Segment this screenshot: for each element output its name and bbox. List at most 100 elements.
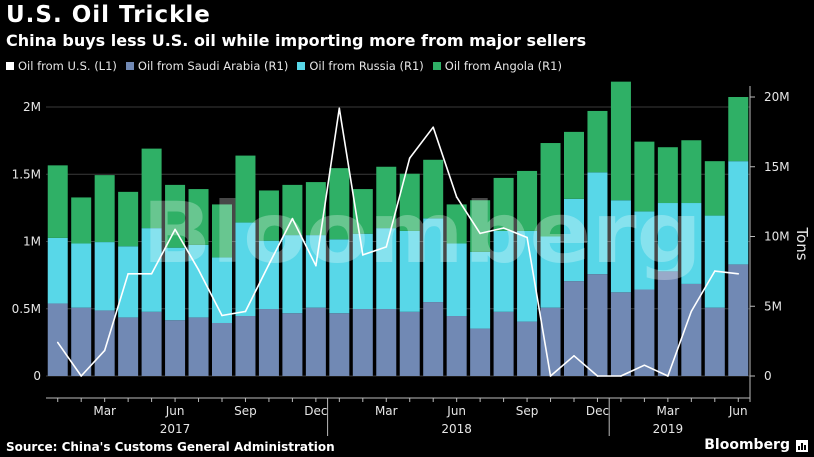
us-oil-point [408,157,411,159]
bar-segment-russia [564,198,584,282]
x-tick-label: Sep [516,404,539,418]
us-oil-point [620,375,622,377]
watermark-text: Bloomberg [142,184,702,282]
bar-segment-angola [188,189,209,245]
bar-segment-angola [47,165,68,238]
us-oil-point [432,126,435,128]
bar-segment-angola [681,140,702,204]
us-oil-point [268,263,270,266]
bar-segment-saudi-arabia [517,321,538,376]
us-oil-point [573,355,575,357]
bar-segment-angola [493,177,514,231]
legend-item-angola: Oil from Angola (R1) [432,59,562,73]
bar-segment-saudi-arabia [540,307,561,376]
bar-segment-angola [470,200,491,252]
y-left-tick-label: 0.5M [12,302,41,316]
bar-segment-angola [235,155,256,223]
us-oil-point [479,232,481,235]
us-oil-line-path [57,107,739,377]
us-oil-point [596,375,599,377]
bar-segment-russia [423,218,444,303]
bar-chart-icon [796,440,808,452]
legend-swatch-saudi-arabia [125,62,134,70]
x-year-label: 2017 [160,422,191,436]
bar-segment-saudi-arabia [610,292,631,376]
bar-segment-saudi-arabia [423,302,444,376]
stacked-bars [47,81,749,376]
x-tick-label: Jun [728,404,748,418]
bar-segment-russia [329,239,350,314]
bar-segment-saudi-arabia [446,316,467,376]
bar-segment-angola [94,175,115,243]
us-oil-point [362,254,364,256]
legend-swatch-angola [432,62,441,70]
bar-segment-saudi-arabia [258,309,279,376]
x-tick-label: Sep [234,404,257,418]
legend-label-us: Oil from U.S. (L1) [18,59,117,73]
bar-segment-russia [493,230,514,312]
us-oil-point [385,246,388,248]
bar-segment-russia [165,247,186,321]
bar-segment-saudi-arabia [564,281,584,376]
y-left-tick-label: 0 [33,369,41,383]
us-oil-point [667,375,669,377]
grid-lines [46,106,750,377]
y-left-tick-label: 2M [23,100,41,114]
legend-swatch-us [6,62,14,70]
us-oil-point [455,196,458,198]
bar-segment-angola [165,184,186,248]
bar-segment-russia [446,243,467,317]
us-oil-point [502,227,505,229]
bar-segment-russia [258,240,279,310]
bar-segment-russia [610,200,631,293]
us-oil-point [56,341,59,344]
us-oil-point [80,375,82,377]
us-oil-point [127,272,129,275]
bar-segment-angola [728,97,749,162]
bar-segment-russia [517,230,538,322]
us-oil-line [56,107,740,377]
bar-segment-saudi-arabia [165,320,186,376]
bar-segment-russia [141,228,162,312]
bar-segment-russia [470,251,491,329]
bar-segment-russia [47,237,68,304]
us-oil-point [315,264,317,267]
bar-segment-angola [258,190,279,241]
bar-segment-saudi-arabia [94,310,115,376]
us-oil-point [526,236,528,239]
axes: 0 0.5M 1M 1.5M 2M 0 5M 10M 15M 20M Tons Mar Jun Sep De… [12,86,811,436]
bar-segment-saudi-arabia [188,317,209,376]
x-tick-label: Mar [375,404,398,418]
x-tick-label: Jun [446,404,466,418]
bar-segment-angola [212,204,232,258]
x-year-label: 2018 [441,422,472,436]
x-tick-label: Mar [657,404,680,418]
us-oil-point [174,228,176,231]
bar-segment-angola [610,81,631,201]
bar-segment-saudi-arabia [493,311,514,376]
bar-segment-saudi-arabia [141,311,162,376]
x-tick-label: Mar [93,404,116,418]
bar-segment-saudi-arabia [118,317,139,376]
us-oil-point [291,217,294,220]
legend-label-angola: Oil from Angola (R1) [444,59,562,73]
bar-segment-russia [657,203,678,272]
bar-segment-saudi-arabia [704,307,725,376]
bar-segment-saudi-arabia [634,289,655,376]
bar-segment-angola [305,182,326,236]
us-oil-point [338,107,341,110]
bar-segment-saudi-arabia [681,283,702,376]
bar-segment-angola [564,131,584,199]
bar-segment-saudi-arabia [470,328,491,376]
bar-segment-angola [118,191,139,247]
bar-segment-russia [235,222,256,317]
legend-item-saudi-arabia: Oil from Saudi Arabia (R1) [125,59,288,73]
chart-title: U.S. Oil Trickle [6,2,211,28]
bar-segment-angola [282,184,303,236]
x-tick-label: Dec [304,404,327,418]
bar-segment-russia [188,244,209,318]
y-right-tick-label: 10M [764,230,790,244]
bar-segment-saudi-arabia [305,307,326,376]
bar-segment-russia [540,236,561,308]
